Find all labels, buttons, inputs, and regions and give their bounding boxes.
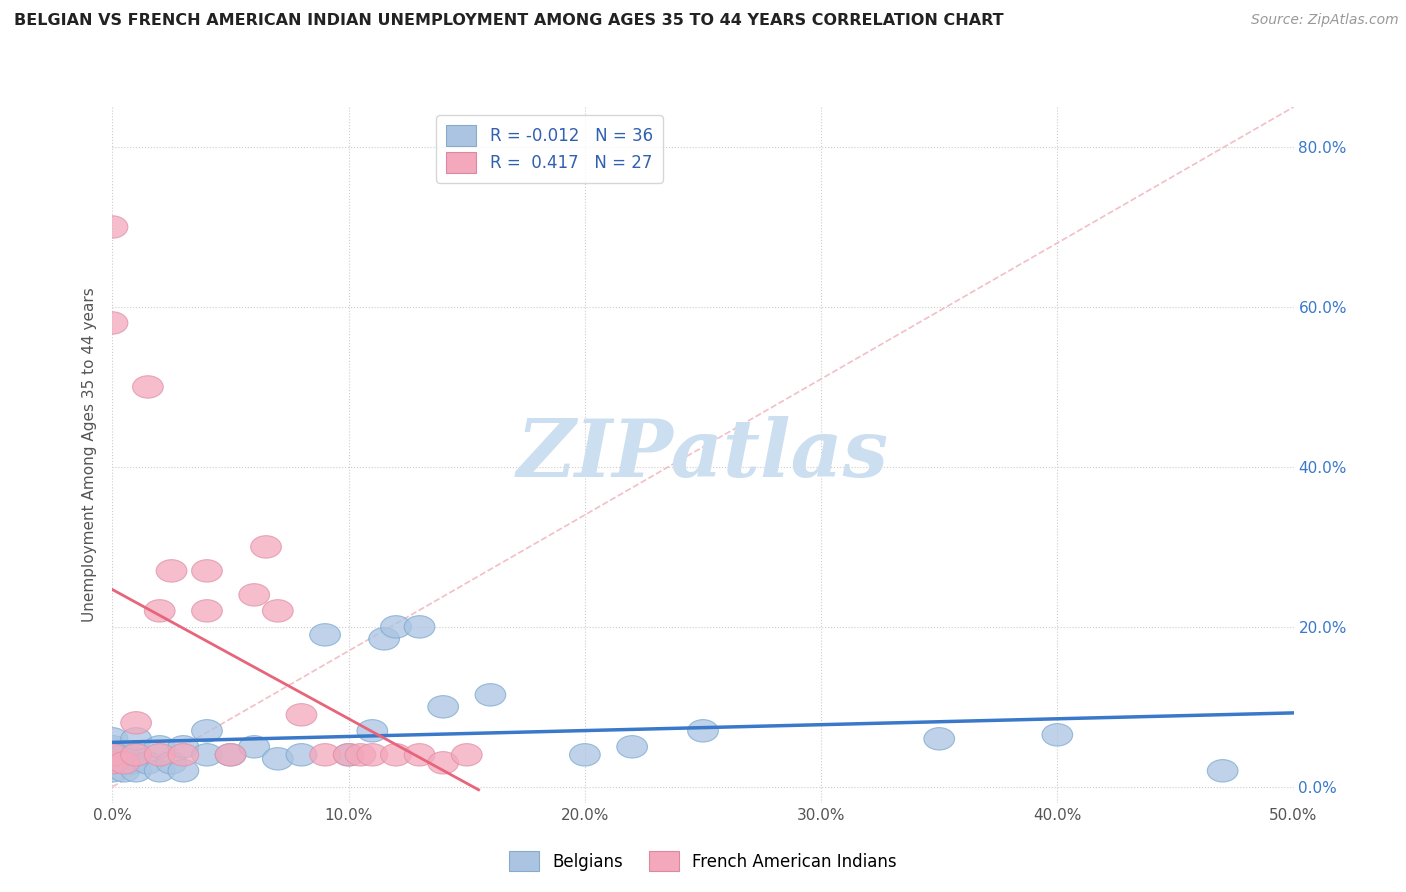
Ellipse shape — [191, 720, 222, 742]
Ellipse shape — [617, 736, 648, 758]
Ellipse shape — [145, 736, 176, 758]
Ellipse shape — [381, 744, 412, 766]
Ellipse shape — [108, 760, 139, 782]
Ellipse shape — [97, 736, 128, 758]
Text: Source: ZipAtlas.com: Source: ZipAtlas.com — [1251, 13, 1399, 28]
Ellipse shape — [108, 752, 139, 774]
Y-axis label: Unemployment Among Ages 35 to 44 years: Unemployment Among Ages 35 to 44 years — [82, 287, 97, 623]
Ellipse shape — [357, 744, 388, 766]
Ellipse shape — [239, 736, 270, 758]
Ellipse shape — [117, 752, 146, 774]
Ellipse shape — [427, 752, 458, 774]
Ellipse shape — [1208, 760, 1239, 782]
Ellipse shape — [167, 736, 198, 758]
Ellipse shape — [215, 744, 246, 766]
Text: ZIPatlas: ZIPatlas — [517, 417, 889, 493]
Ellipse shape — [97, 760, 128, 782]
Ellipse shape — [132, 752, 163, 774]
Ellipse shape — [97, 752, 128, 774]
Ellipse shape — [121, 712, 152, 734]
Ellipse shape — [167, 744, 198, 766]
Ellipse shape — [97, 744, 128, 766]
Ellipse shape — [191, 559, 222, 582]
Ellipse shape — [97, 216, 128, 238]
Ellipse shape — [427, 696, 458, 718]
Ellipse shape — [239, 583, 270, 606]
Ellipse shape — [215, 744, 246, 766]
Ellipse shape — [285, 704, 316, 726]
Ellipse shape — [121, 728, 152, 750]
Ellipse shape — [121, 760, 152, 782]
Ellipse shape — [263, 747, 294, 770]
Ellipse shape — [145, 744, 176, 766]
Ellipse shape — [309, 744, 340, 766]
Ellipse shape — [191, 599, 222, 622]
Ellipse shape — [156, 559, 187, 582]
Ellipse shape — [357, 720, 388, 742]
Ellipse shape — [108, 744, 139, 766]
Ellipse shape — [145, 599, 176, 622]
Ellipse shape — [191, 744, 222, 766]
Ellipse shape — [250, 536, 281, 558]
Ellipse shape — [132, 376, 163, 398]
Ellipse shape — [263, 599, 294, 622]
Ellipse shape — [451, 744, 482, 766]
Text: BELGIAN VS FRENCH AMERICAN INDIAN UNEMPLOYMENT AMONG AGES 35 TO 44 YEARS CORRELA: BELGIAN VS FRENCH AMERICAN INDIAN UNEMPL… — [14, 13, 1004, 29]
Ellipse shape — [97, 728, 128, 750]
Ellipse shape — [97, 752, 128, 774]
Ellipse shape — [156, 752, 187, 774]
Ellipse shape — [688, 720, 718, 742]
Ellipse shape — [121, 744, 152, 766]
Ellipse shape — [121, 744, 152, 766]
Ellipse shape — [309, 624, 340, 646]
Ellipse shape — [404, 744, 434, 766]
Ellipse shape — [344, 744, 375, 766]
Ellipse shape — [368, 628, 399, 650]
Ellipse shape — [97, 312, 128, 334]
Ellipse shape — [569, 744, 600, 766]
Ellipse shape — [333, 744, 364, 766]
Ellipse shape — [475, 683, 506, 706]
Ellipse shape — [145, 760, 176, 782]
Ellipse shape — [924, 728, 955, 750]
Ellipse shape — [333, 744, 364, 766]
Ellipse shape — [167, 760, 198, 782]
Ellipse shape — [404, 615, 434, 638]
Ellipse shape — [285, 744, 316, 766]
Ellipse shape — [1042, 723, 1073, 746]
Legend: Belgians, French American Indians: Belgians, French American Indians — [503, 845, 903, 878]
Ellipse shape — [381, 615, 412, 638]
